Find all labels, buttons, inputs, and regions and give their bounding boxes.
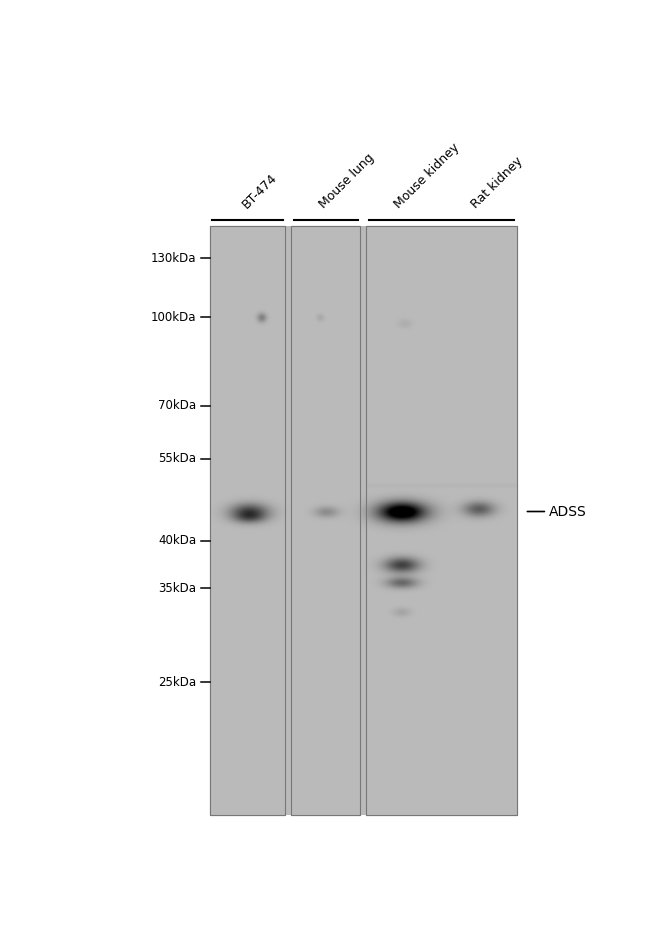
Text: Rat kidney: Rat kidney	[469, 155, 525, 211]
Text: 25kDa: 25kDa	[159, 676, 196, 689]
Text: 130kDa: 130kDa	[151, 252, 196, 265]
Text: 35kDa: 35kDa	[159, 582, 196, 595]
Bar	[367, 226, 517, 815]
Bar	[291, 226, 360, 815]
Text: 70kDa: 70kDa	[159, 399, 196, 412]
Text: Mouse kidney: Mouse kidney	[392, 142, 462, 211]
Bar	[291, 226, 360, 815]
Text: 55kDa: 55kDa	[159, 452, 196, 465]
Text: ADSS: ADSS	[549, 504, 586, 518]
Bar	[210, 226, 285, 815]
Text: 40kDa: 40kDa	[159, 534, 196, 548]
Text: 100kDa: 100kDa	[151, 311, 196, 324]
Text: BT-474: BT-474	[240, 172, 280, 211]
Bar	[367, 226, 517, 815]
Text: Mouse lung: Mouse lung	[317, 151, 376, 211]
Bar	[210, 226, 285, 815]
